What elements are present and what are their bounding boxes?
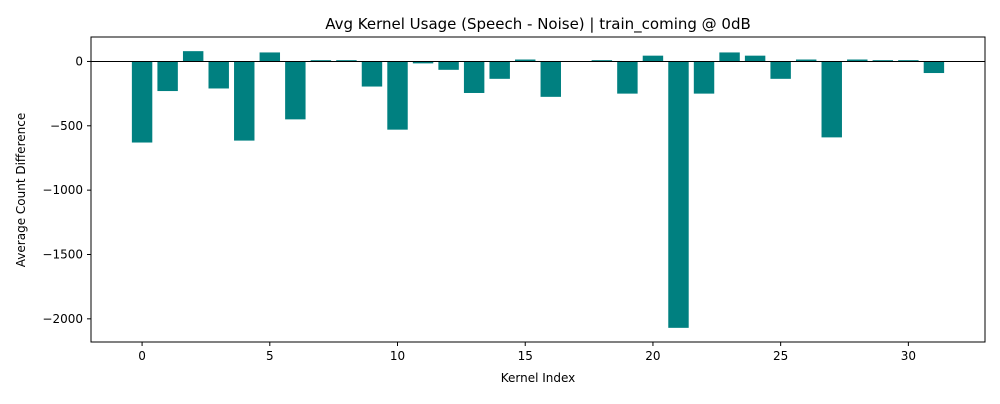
x-tick-label: 30 — [901, 349, 916, 363]
bar-kernel-28 — [847, 59, 868, 62]
bar-kernel-2 — [182, 51, 204, 62]
bar-kernel-18 — [591, 60, 613, 62]
bar-kernel-6 — [285, 61, 306, 120]
x-tick-label: 10 — [390, 349, 405, 363]
bar-kernel-4 — [234, 61, 255, 141]
plot-area-frame — [90, 36, 986, 343]
x-tick-label: 5 — [266, 349, 274, 363]
bar-kernel-20 — [642, 55, 664, 62]
bar-kernel-27 — [821, 61, 842, 138]
bar-kernel-12 — [438, 61, 459, 70]
bar-kernel-8 — [336, 60, 357, 62]
bars-group — [131, 51, 945, 328]
y-tick-label: −2000 — [42, 312, 83, 326]
chart-title: Avg Kernel Usage (Speech - Noise) | trai… — [325, 15, 751, 34]
bar-kernel-23 — [719, 52, 740, 62]
bar-kernel-13 — [463, 61, 485, 93]
bar-kernel-14 — [489, 61, 510, 79]
x-tick-label: 20 — [645, 349, 660, 363]
bar-kernel-24 — [744, 55, 766, 62]
bar-kernel-3 — [208, 61, 229, 89]
bar-kernel-5 — [259, 52, 281, 62]
y-tick-label: −1500 — [42, 247, 83, 261]
bar-kernel-21 — [668, 61, 689, 328]
y-tick-label: 0 — [75, 54, 83, 68]
bar-kernel-19 — [617, 61, 638, 94]
x-tick-label: 0 — [138, 349, 146, 363]
x-tick-label: 25 — [773, 349, 788, 363]
bar-kernel-0 — [131, 61, 153, 143]
bar-kernel-1 — [157, 61, 178, 92]
x-axis-ticks: 0 5 10 15 20 25 30 — [138, 342, 916, 363]
y-tick-label: −500 — [50, 119, 83, 133]
bar-kernel-15 — [515, 59, 536, 62]
bar-kernel-10 — [387, 61, 408, 130]
y-tick-label: −1000 — [42, 183, 83, 197]
bar-kernel-26 — [795, 59, 817, 62]
bar-kernel-30 — [898, 60, 919, 62]
y-axis-ticks: 0 −500 −1000 −1500 −2000 — [42, 54, 91, 326]
bar-kernel-9 — [361, 61, 383, 87]
bar-kernel-22 — [693, 61, 715, 94]
bar-kernel-11 — [412, 61, 434, 64]
x-axis-label: Kernel Index — [501, 371, 576, 385]
y-axis-label: Average Count Difference — [14, 113, 28, 267]
bar-kernel-29 — [872, 60, 894, 62]
bar-kernel-25 — [770, 61, 791, 79]
bar-kernel-16 — [540, 61, 561, 97]
x-tick-label: 15 — [518, 349, 533, 363]
bar-kernel-7 — [310, 60, 332, 62]
bar-kernel-31 — [923, 61, 945, 74]
